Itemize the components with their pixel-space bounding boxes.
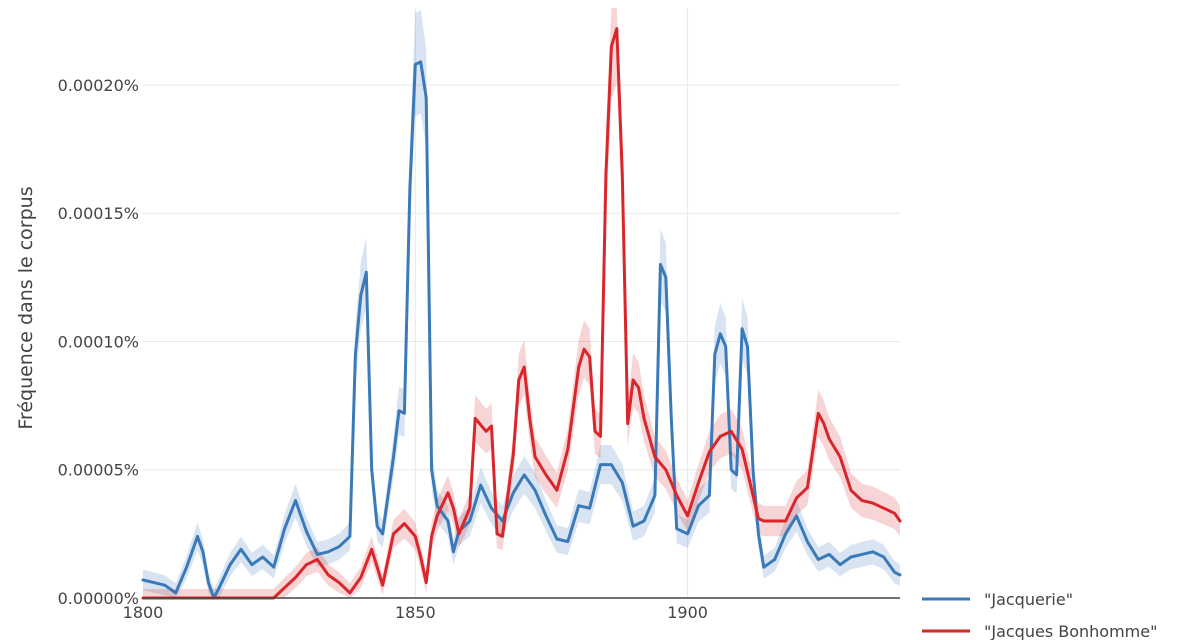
legend-item-2[interactable]: "Jacques Bonhomme" [922,622,1157,640]
confidence-band-series-2 [143,8,900,598]
confidence-bands [143,8,900,598]
y-axis-tick-labels: 0.00000% 0.00005% 0.00010% 0.00015% 0.00020% [58,76,139,608]
y-gridlines [143,84,900,471]
legend-label: "Jacquerie" [984,590,1073,609]
legend[interactable]: "Jacquerie" "Jacques Bonhomme" [922,590,1157,640]
y-tick-label: 0.00015% [58,204,139,223]
y-tick-label: 0.00010% [58,332,139,351]
series-lines [141,27,902,600]
legend-item-1[interactable]: "Jacquerie" [922,590,1073,609]
x-tick-label: 1850 [395,603,436,622]
x-tick-label: 1800 [123,603,164,622]
y-tick-label: 0.00000% [58,589,139,608]
legend-label: "Jacques Bonhomme" [984,622,1157,640]
y-axis-title: Fréquence dans le corpus [15,186,37,429]
x-tick-label: 1900 [667,603,708,622]
x-axis-tick-labels: 1800 1850 1900 [123,603,708,622]
y-tick-label: 0.00005% [58,461,139,480]
y-tick-label: 0.00020% [58,76,139,95]
x-gridlines [414,8,689,598]
series-line-2[interactable] [141,27,902,600]
